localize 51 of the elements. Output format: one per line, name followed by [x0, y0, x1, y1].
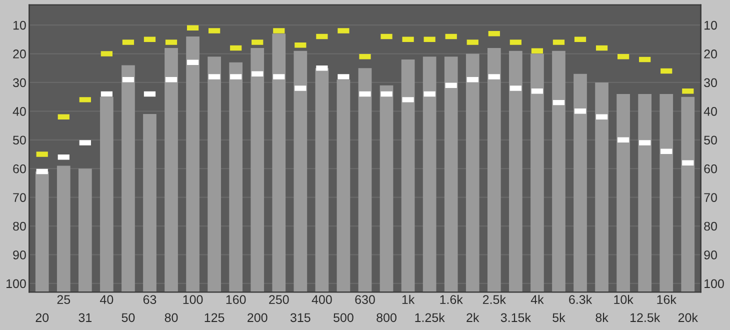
- x-tick-label: 2k: [466, 312, 480, 322]
- x-tick-label: 20k: [678, 312, 698, 322]
- x-tick-label: 2.5k: [482, 294, 506, 304]
- y-tick-label: 20: [13, 50, 26, 58]
- y2-tick-label: 80: [704, 222, 717, 231]
- y-tick-label: 10: [13, 20, 26, 30]
- x-tick-label: 63: [143, 295, 156, 304]
- y2-tick-label: 70: [704, 193, 717, 202]
- x-tick-label: 8k: [596, 312, 608, 322]
- y-tick-label: 30: [12, 78, 26, 88]
- x-tick-label: 3.15k: [500, 312, 531, 322]
- y2-tick-label: 50: [704, 136, 717, 145]
- y2-tick-label: 60: [704, 164, 717, 174]
- x-tick-label: 12.5k: [630, 312, 660, 322]
- y2-tick-label: 100: [704, 279, 724, 288]
- x-tick-label: 16k: [657, 294, 676, 304]
- x-tick-label: 400: [312, 295, 332, 304]
- x-tick-label: 20: [36, 313, 49, 322]
- x-tick-label: 1.6k: [440, 294, 463, 304]
- x-tick-label: 80: [164, 313, 178, 322]
- x-tick-label: 500: [334, 313, 354, 322]
- y2-tick-label: 90: [704, 250, 717, 260]
- x-tick-label: 630: [355, 295, 375, 304]
- x-tick-label: 200: [248, 313, 268, 322]
- y2-tick-label: 10: [704, 20, 717, 30]
- y-tick-label: 100: [6, 279, 26, 288]
- y2-tick-label: 30: [704, 78, 717, 88]
- x-tick-label: 5k: [552, 312, 566, 322]
- y-tick-label: 40: [12, 106, 26, 116]
- x-tick-label: 31: [78, 313, 92, 322]
- y-tick-label: 90: [13, 250, 26, 260]
- x-tick-label: 4k: [530, 294, 544, 304]
- x-tick-label: 6.3k: [569, 294, 592, 304]
- y2-tick-label: 20: [704, 50, 717, 58]
- x-tick-label: 40: [100, 295, 114, 304]
- y2-tick-label: 40: [704, 106, 717, 116]
- x-tick-label: 100: [183, 295, 203, 304]
- y-tick-label: 50: [13, 136, 26, 145]
- x-tick-label: 50: [122, 313, 135, 322]
- x-tick-label: 10k: [614, 294, 634, 304]
- y-tick-label: 80: [13, 222, 26, 231]
- x-tick-label: 1k: [402, 294, 415, 304]
- x-tick-label: 160: [226, 295, 246, 304]
- x-tick-label: 250: [269, 295, 289, 304]
- y-tick-label: 60: [13, 164, 26, 174]
- x-tick-label: 315: [290, 313, 310, 322]
- x-tick-label: 800: [376, 313, 396, 322]
- x-tick-label: 1.25k: [415, 312, 445, 322]
- x-tick-label: 125: [204, 313, 224, 322]
- x-tick-label: 25: [57, 295, 70, 304]
- y-tick-label: 70: [13, 193, 26, 202]
